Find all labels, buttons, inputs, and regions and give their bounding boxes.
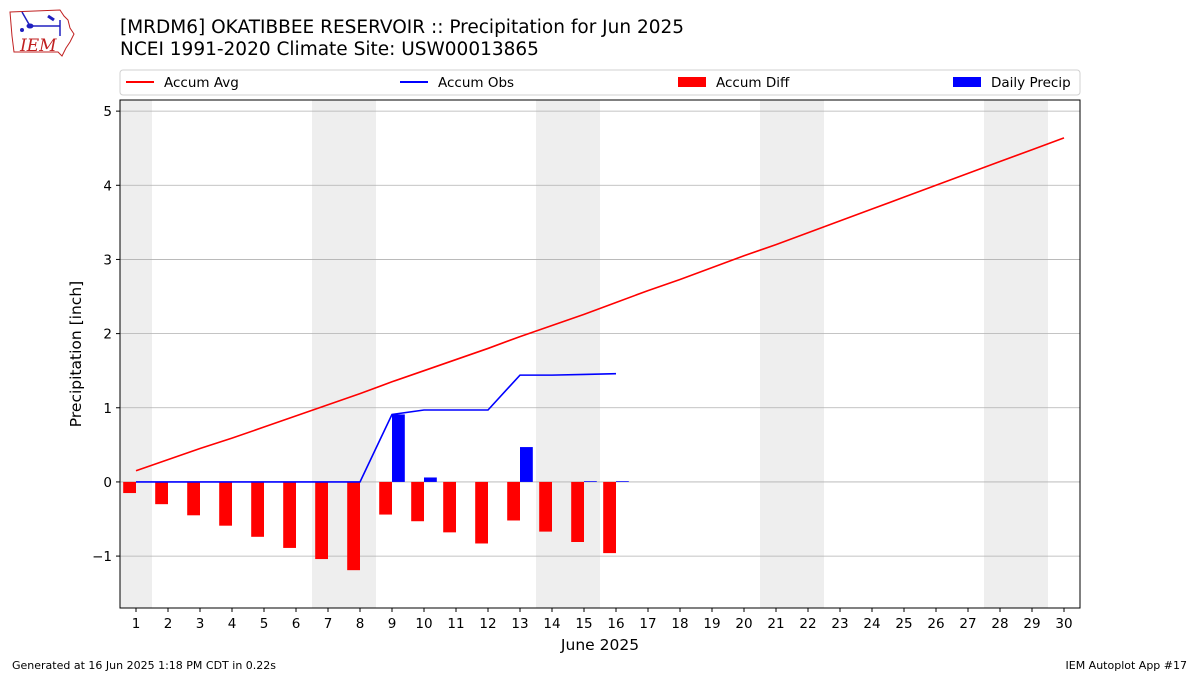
accum-diff-bar: [603, 481, 616, 554]
x-tick-label: 6: [292, 616, 301, 632]
accum-diff-bar: [155, 481, 168, 505]
x-tick-label: 15: [575, 616, 592, 632]
x-tick-label: 24: [863, 616, 880, 632]
weekend-band: [120, 100, 152, 608]
series-lines: [135, 137, 1065, 483]
accum-diff-bar: [347, 481, 360, 571]
legend: Accum Avg Accum Obs Accum Diff Daily Precip: [119, 69, 1081, 96]
x-tick-label: 7: [324, 616, 333, 632]
y-axis-label: Precipitation [inch]: [67, 281, 85, 427]
x-tick-label: 5: [260, 616, 269, 632]
y-tick-label: 4: [103, 178, 112, 194]
accum-diff-bar: [283, 481, 296, 548]
x-axis-label: June 2025: [560, 636, 639, 654]
generated-timestamp: Generated at 16 Jun 2025 1:18 PM CDT in …: [12, 659, 277, 672]
weather-station-icon: [20, 11, 61, 36]
y-tick-label: −1: [92, 549, 112, 565]
accum-diff-bar: [187, 481, 200, 516]
legend-box: [119, 69, 1081, 96]
accum-diff-bar: [539, 481, 552, 532]
y-tick-label: 0: [103, 475, 112, 491]
x-tick-label: 27: [959, 616, 976, 632]
legend-swatch-bar: [953, 77, 981, 87]
y-tick-label: 2: [103, 327, 112, 343]
y-tick-label: 3: [103, 252, 112, 268]
x-tick-label: 13: [511, 616, 528, 632]
accum-diff-bar: [411, 481, 424, 522]
x-tick-label: 4: [228, 616, 237, 632]
x-tick-label: 3: [196, 616, 205, 632]
chart-title: [MRDM6] OKATIBBEE RESERVOIR :: Precipita…: [120, 17, 685, 38]
app-credit: IEM Autoplot App #17: [1065, 659, 1188, 672]
accum-diff-bar: [315, 481, 328, 560]
x-tick-label: 2: [164, 616, 173, 632]
x-tick-label: 11: [447, 616, 464, 632]
legend-label: Accum Avg: [164, 75, 239, 91]
accum-obs-line: [136, 372, 617, 483]
x-tick-label: 8: [356, 616, 365, 632]
x-tick-label: 28: [991, 616, 1008, 632]
legend-label: Accum Diff: [716, 75, 790, 91]
x-tick-label: 16: [607, 616, 624, 632]
x-tick-label: 12: [479, 616, 496, 632]
accum-diff-bar: [571, 481, 584, 542]
legend-swatch-bar: [678, 77, 706, 87]
accum-diff-bar: [475, 481, 488, 544]
y-tick-label: 1: [103, 401, 112, 417]
x-tick-label: 18: [671, 616, 688, 632]
logo-text: IEM: [19, 36, 57, 56]
iowa-state-outline-icon: [9, 9, 75, 57]
weekend-band: [984, 100, 1048, 608]
legend-label: Accum Obs: [438, 75, 514, 91]
plot-frame: [119, 99, 1081, 609]
x-tick-label: 26: [927, 616, 944, 632]
x-tick-label: 25: [895, 616, 912, 632]
x-tick-label: 29: [1023, 616, 1040, 632]
accum-diff-bar: [443, 481, 456, 533]
accum-diff-bar: [507, 481, 520, 521]
x-tick-label: 23: [831, 616, 848, 632]
x-tick-label: 21: [767, 616, 784, 632]
weekend-band: [536, 100, 600, 608]
y-tick-label: 5: [103, 104, 112, 120]
daily-precip-bar: [392, 414, 405, 482]
chart-subtitle: NCEI 1991-2020 Climate Site: USW00013865: [120, 39, 539, 60]
accum-diff-bar: [251, 481, 264, 537]
weekend-band: [760, 100, 824, 608]
x-tick-label: 9: [388, 616, 397, 632]
x-tick-label: 20: [735, 616, 752, 632]
accum-diff-bar: [379, 481, 392, 515]
daily-precip-bar: [584, 481, 597, 482]
x-tick-label: 19: [703, 616, 720, 632]
x-tick-label: 17: [639, 616, 656, 632]
accum-diff-bar: [123, 481, 136, 494]
x-tick-label: 30: [1055, 616, 1072, 632]
iem-logo: IEM: [9, 9, 75, 57]
accum-diff-bar: [219, 481, 232, 526]
legend-label: Daily Precip: [991, 75, 1071, 91]
daily-precip-bar: [520, 447, 533, 482]
x-tick-label: 1: [132, 616, 141, 632]
x-tick-label: 14: [543, 616, 560, 632]
x-tick-label: 10: [415, 616, 432, 632]
daily-precip-bar: [616, 481, 629, 482]
bars: [123, 414, 629, 571]
daily-precip-bar: [424, 477, 437, 482]
accum-avg-line: [135, 137, 1065, 472]
x-tick-label: 22: [799, 616, 816, 632]
